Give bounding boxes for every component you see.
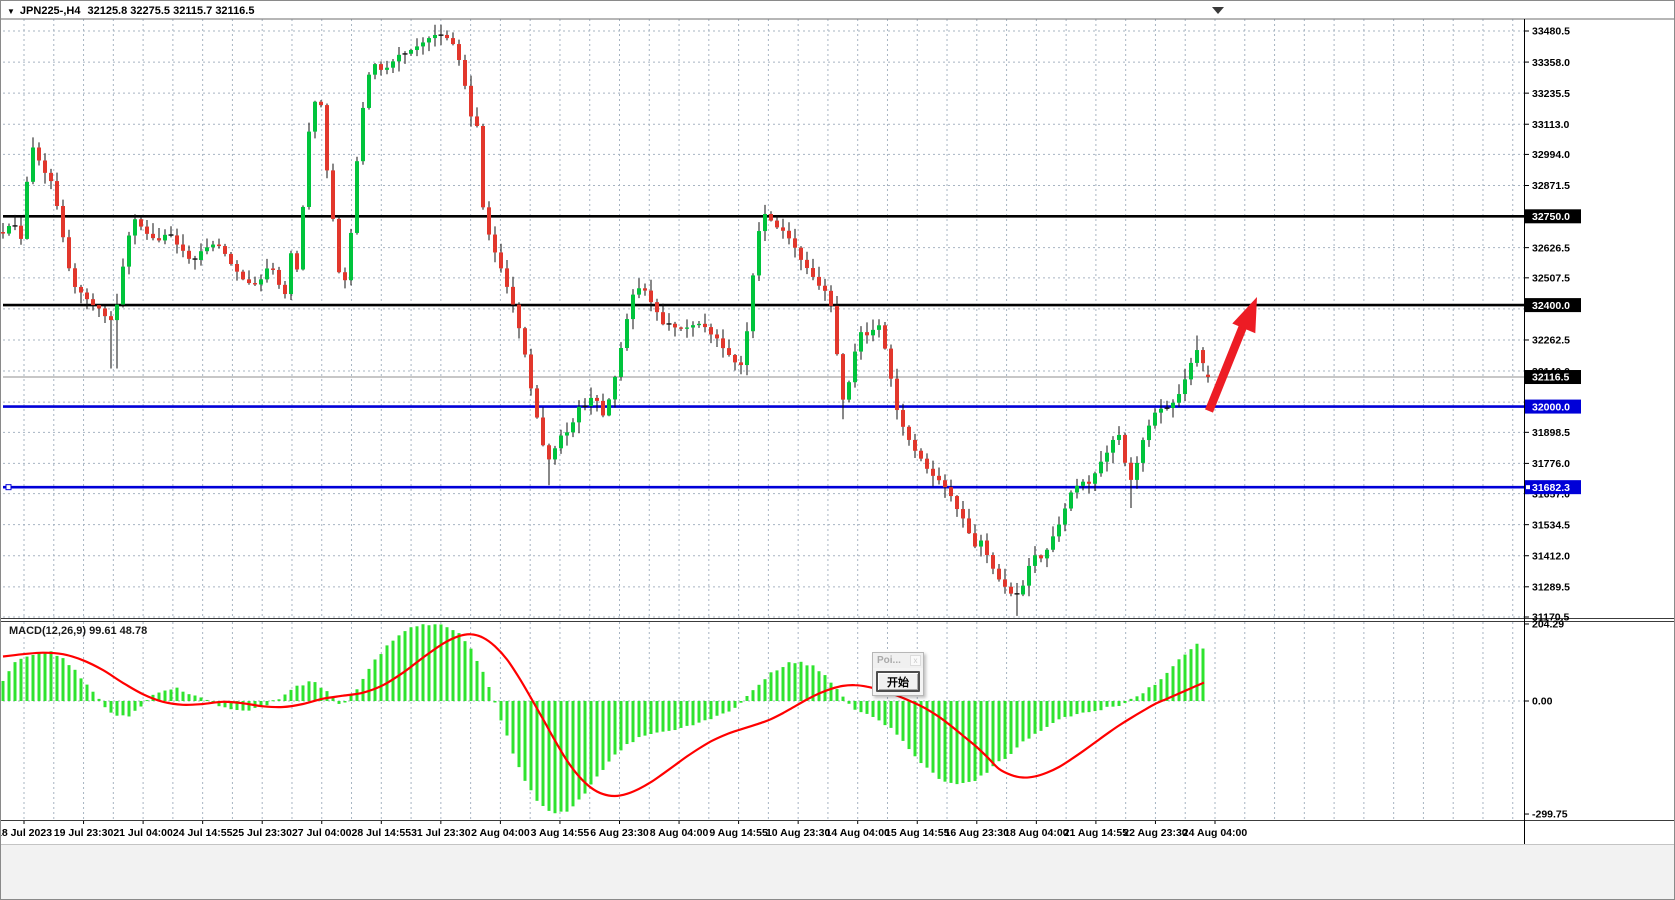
macd-axis: 204.29 0.00 -299.75 [1524, 619, 1568, 821]
svg-text:32626.5: 32626.5 [1532, 242, 1570, 254]
svg-text:32871.5: 32871.5 [1532, 180, 1570, 192]
macd-indicator-label: MACD(12,26,9) 99.61 48.78 [9, 625, 148, 637]
price-badge-32400.0 [1525, 298, 1581, 313]
svg-text:32000.0: 32000.0 [1532, 401, 1570, 413]
svg-text:33235.5: 33235.5 [1532, 88, 1570, 100]
svg-text:31682.3: 31682.3 [1532, 482, 1570, 494]
svg-text:32750.0: 32750.0 [1532, 211, 1570, 223]
svg-text:31776.0: 31776.0 [1532, 458, 1570, 470]
time-axis-label: 24 Jul 14:55 [173, 827, 233, 839]
time-axis-label: 9 Aug 14:55 [709, 827, 768, 839]
time-axis-label: 18 Jul 2023 [1, 827, 52, 839]
popup-start-button[interactable]: 开始 [876, 671, 920, 692]
chart-header: ▼ JPN225-,H4 32125.8 32275.5 32115.7 32116… [7, 4, 254, 18]
chart-shift-marker-icon [1212, 7, 1224, 14]
time-axis-label: 6 Aug 23:30 [590, 827, 649, 839]
svg-text:31412.0: 31412.0 [1532, 550, 1570, 562]
time-axis-label: 21 Aug 14:55 [1064, 827, 1129, 839]
time-axis-label: 22 Aug 23:30 [1123, 827, 1188, 839]
popup-title-bar[interactable]: Poi... x [873, 653, 923, 668]
popup-title-text: Poi... [877, 655, 901, 666]
time-axis-label: 25 Jul 23:30 [232, 827, 292, 839]
svg-text:-299.75: -299.75 [1532, 809, 1568, 821]
time-axis-label: 14 Aug 04:00 [826, 827, 891, 839]
svg-text:32507.5: 32507.5 [1532, 273, 1570, 285]
svg-text:31898.5: 31898.5 [1532, 427, 1570, 439]
script-popup[interactable]: Poi... x 开始 [872, 652, 924, 696]
price-badge-31682.3 [1525, 480, 1581, 495]
price-badge-32750.0 [1525, 209, 1581, 224]
svg-text:33113.0: 33113.0 [1532, 119, 1570, 131]
macd-layer [1, 624, 1205, 814]
time-axis-label: 24 Aug 04:00 [1183, 827, 1248, 839]
time-axis-label: 16 Aug 23:30 [945, 827, 1010, 839]
svg-text:33480.5: 33480.5 [1532, 26, 1570, 38]
time-axis-label: 21 Jul 04:00 [113, 827, 173, 839]
time-axis-label: 3 Aug 14:55 [531, 827, 590, 839]
price-badge-32116.5 [1525, 370, 1581, 385]
svg-text:31170.5: 31170.5 [1532, 612, 1570, 624]
svg-text:0.00: 0.00 [1532, 696, 1553, 708]
time-axis-label: 31 Jul 23:30 [411, 827, 471, 839]
panel-borders [1, 18, 1674, 899]
svg-text:33358.0: 33358.0 [1532, 57, 1570, 69]
candles-layer [1, 24, 1210, 616]
level-line-handle[interactable] [5, 484, 12, 491]
svg-text:204.29: 204.29 [1532, 619, 1564, 631]
time-axis: 18 Jul 2023 19 Jul 23:30 21 Jul 04:00 24 Ju… [1, 821, 1247, 839]
time-axis-label: 28 Jul 14:55 [352, 827, 412, 839]
time-axis-label: 18 Aug 04:00 [1004, 827, 1069, 839]
time-axis-label: 10 Aug 23:30 [766, 827, 831, 839]
svg-text:32116.5: 32116.5 [1532, 372, 1570, 384]
svg-text:31534.5: 31534.5 [1532, 519, 1570, 531]
time-axis-label: 27 Jul 04:00 [292, 827, 352, 839]
time-axis-label: 2 Aug 04:00 [471, 827, 530, 839]
svg-text:32262.5: 32262.5 [1532, 335, 1570, 347]
svg-text:32400.0: 32400.0 [1532, 300, 1570, 312]
symbol-period-label: JPN225-,H4 [19, 5, 81, 17]
trend-arrow[interactable] [1205, 297, 1257, 413]
time-axis-label: 8 Aug 04:00 [650, 827, 709, 839]
symbol-dropdown-icon[interactable]: ▼ [7, 7, 15, 16]
price-axis: 33480.5 33358.0 33235.5 33113.0 32994.0 32871… [1524, 26, 1581, 624]
ohlc-quote-label: 32125.8 32275.5 32115.7 32116.5 [87, 5, 255, 17]
price-badge-32000.0 [1525, 399, 1581, 414]
popup-close-button[interactable]: x [910, 655, 921, 666]
time-axis-label: 19 Jul 23:30 [54, 827, 114, 839]
time-axis-label: 15 Aug 14:55 [885, 827, 950, 839]
svg-text:32994.0: 32994.0 [1532, 149, 1570, 161]
svg-text:31289.5: 31289.5 [1532, 582, 1570, 594]
